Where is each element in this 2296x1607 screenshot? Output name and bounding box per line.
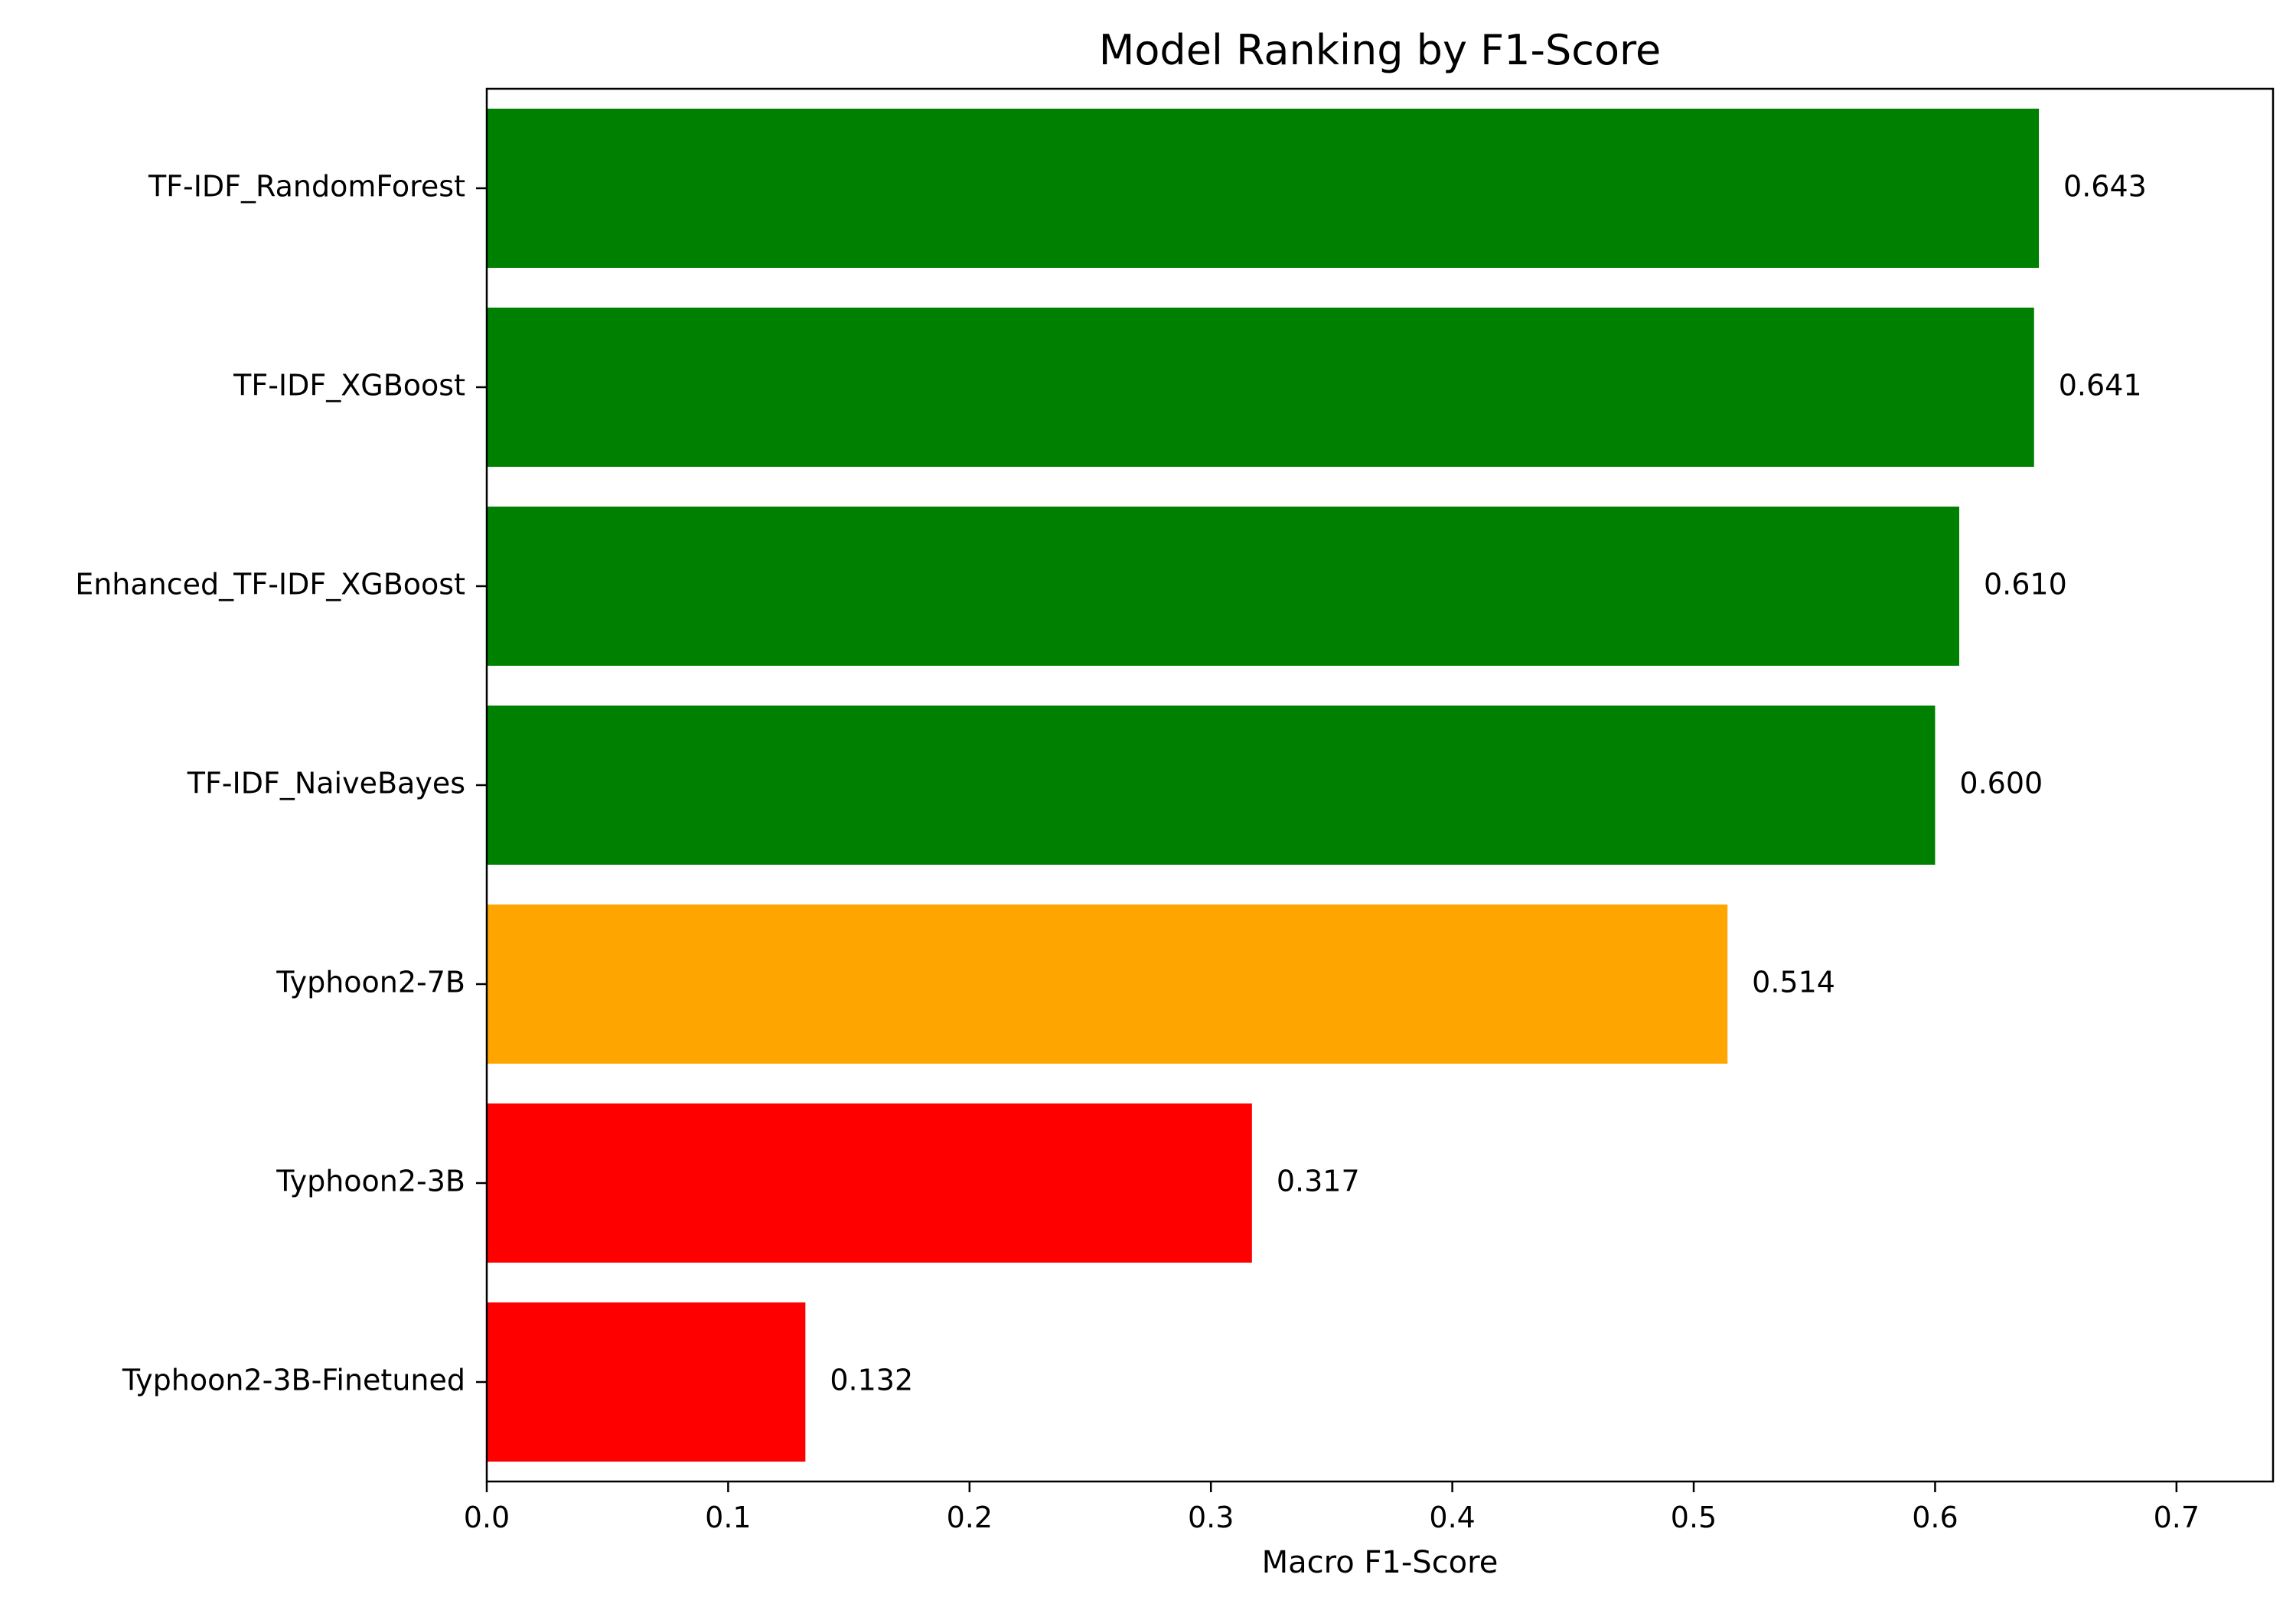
chart-title: Model Ranking by F1-Score [1099,26,1661,74]
y-tick-label: TF-IDF_XGBoost [233,369,465,403]
bar [487,109,2040,268]
x-axis-label: Macro F1-Score [1262,1545,1499,1580]
bar-value-label: 0.643 [2063,170,2147,204]
y-tick-label: Typhoon2-7B [276,966,465,999]
x-tick-label: 0.1 [705,1501,751,1534]
bar-value-label: 0.600 [1959,767,2043,800]
y-tick-label: TF-IDF_NaiveBayes [187,767,465,800]
x-tick-label: 0.6 [1912,1501,1958,1534]
y-tick-label: Typhoon2-3B [276,1165,465,1198]
bars-group [487,109,2040,1462]
x-tick-label: 0.5 [1671,1501,1717,1534]
bar [487,706,1936,865]
y-tick-label: Enhanced_TF-IDF_XGBoost [75,568,465,601]
bar [487,507,1959,666]
x-tick-label: 0.3 [1188,1501,1234,1534]
bar-value-label: 0.641 [2059,369,2142,403]
plot-area-frame [485,87,2275,1483]
value-labels-group: 0.643 0.641 0.610 0.600 0.514 0.317 0.132 [830,170,2147,1397]
bar-value-label: 0.610 [1984,568,2067,601]
x-tick-label: 0.4 [1429,1501,1475,1534]
bar [487,1103,1252,1263]
x-tick-label: 0.2 [947,1501,993,1534]
x-tick-label: 0.7 [2154,1501,2200,1534]
bar-value-label: 0.514 [1752,966,1835,999]
bar-value-label: 0.317 [1277,1165,1360,1198]
y-tick-label: TF-IDF_RandomForest [148,170,465,204]
y-tick-label: Typhoon2-3B-Finetuned [122,1364,465,1397]
bar [487,905,1728,1064]
x-tick-label: 0.0 [464,1501,510,1534]
y-axis: TF-IDF_RandomForest TF-IDF_XGBoost Enhance… [75,170,487,1397]
bar-value-label: 0.132 [830,1364,913,1397]
bar [487,1302,806,1462]
x-axis: 0.0 0.1 0.2 0.3 0.4 0.5 0.6 0.7 [464,1482,2200,1534]
bar [487,308,2034,467]
